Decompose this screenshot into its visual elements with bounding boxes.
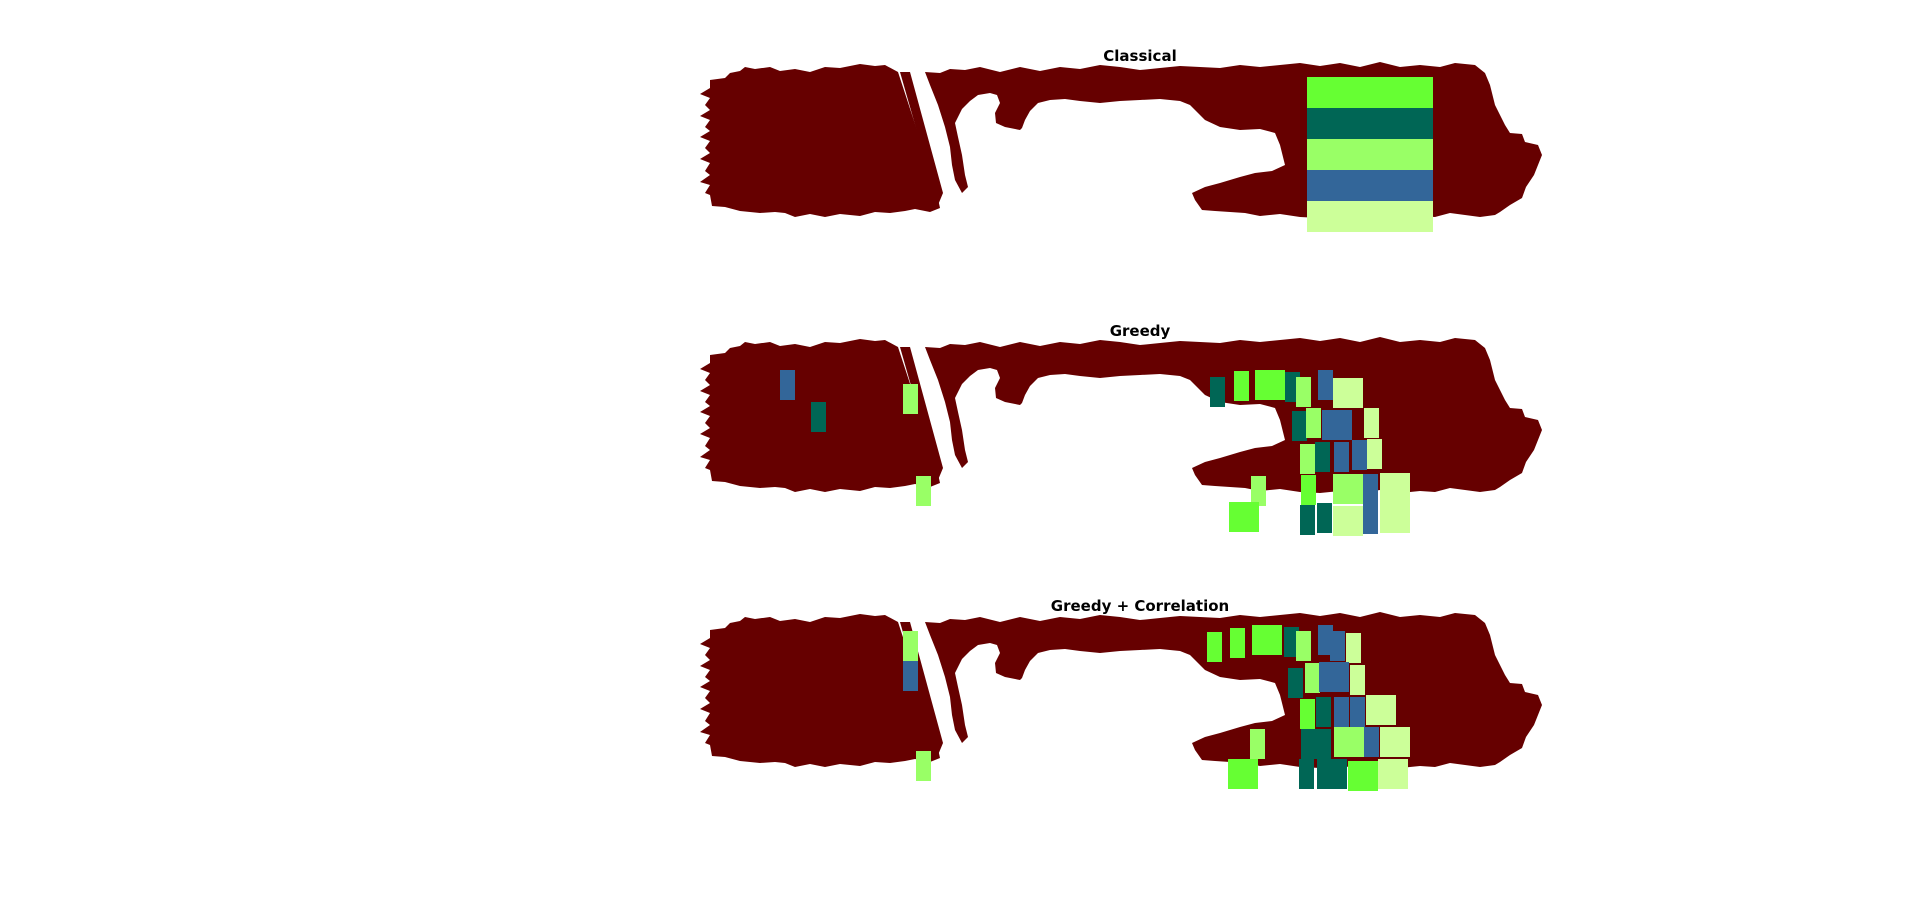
reservoir-field xyxy=(700,337,1542,493)
well-block-8 xyxy=(1296,377,1311,407)
well-block-13 xyxy=(1322,410,1352,440)
well-block-13 xyxy=(1319,662,1349,692)
panel-classical: Classical xyxy=(700,45,1580,285)
well-block-0 xyxy=(1307,77,1433,108)
panel-greedy: Greedy xyxy=(700,320,1580,560)
well-block-12 xyxy=(1306,408,1321,438)
well-block-18 xyxy=(1350,697,1365,727)
well-block-2 xyxy=(903,384,918,414)
well-block-15 xyxy=(1300,444,1315,474)
field-region-2 xyxy=(925,62,1542,218)
well-block-12 xyxy=(1305,663,1320,693)
well-block-27 xyxy=(1363,474,1378,504)
panel-title: Greedy xyxy=(1109,322,1171,340)
well-block-17 xyxy=(1334,697,1349,727)
well-placements xyxy=(903,625,1410,791)
well-block-18 xyxy=(1352,440,1367,470)
well-block-29 xyxy=(1380,473,1410,503)
well-block-5 xyxy=(1234,371,1249,401)
well-block-22 xyxy=(1301,729,1331,759)
well-block-4 xyxy=(1307,201,1433,232)
well-block-24 xyxy=(1317,503,1332,533)
well-block-6 xyxy=(1284,627,1299,657)
well-block-14 xyxy=(1364,408,1379,438)
well-block-16 xyxy=(1315,442,1330,472)
well-block-27 xyxy=(1380,727,1410,757)
well-block-14 xyxy=(1350,665,1365,695)
field-region-0 xyxy=(700,614,940,767)
well-block-9 xyxy=(1318,370,1333,400)
well-block-6 xyxy=(1255,370,1285,400)
well-block-3 xyxy=(916,476,931,506)
well-block-7 xyxy=(1296,631,1311,661)
well-block-29 xyxy=(1378,759,1408,789)
reservoir-map xyxy=(700,62,1542,232)
well-block-28 xyxy=(1348,761,1378,791)
well-block-26 xyxy=(1333,506,1363,536)
well-block-5 xyxy=(1252,625,1282,655)
well-block-2 xyxy=(916,751,931,781)
well-block-3 xyxy=(1207,632,1222,662)
well-block-20 xyxy=(1251,476,1266,506)
well-block-26 xyxy=(1364,727,1379,757)
well-block-19 xyxy=(1367,439,1382,469)
well-block-0 xyxy=(903,631,918,661)
well-block-11 xyxy=(1288,668,1303,698)
well-block-10 xyxy=(1333,378,1363,408)
well-block-2 xyxy=(1307,139,1433,170)
well-block-15 xyxy=(1300,699,1315,729)
well-block-1 xyxy=(1307,108,1433,139)
field-region-1 xyxy=(900,72,943,205)
well-block-8 xyxy=(1318,625,1333,655)
well-block-0 xyxy=(780,370,795,400)
well-block-25 xyxy=(1333,474,1363,504)
well-block-30 xyxy=(1380,503,1410,533)
well-block-21 xyxy=(1229,502,1259,532)
well-block-1 xyxy=(811,402,826,432)
well-block-11 xyxy=(1292,411,1307,441)
well-block-20 xyxy=(1250,729,1265,759)
field-region-0 xyxy=(700,64,940,217)
well-block-23 xyxy=(1299,759,1314,789)
reservoir-map xyxy=(700,337,1542,536)
field-region-2 xyxy=(925,337,1542,493)
well-block-25 xyxy=(1334,727,1364,757)
reservoir-map xyxy=(700,612,1542,791)
panel-title: Greedy + Correlation xyxy=(1050,597,1230,615)
well-block-4 xyxy=(1230,628,1245,658)
well-block-3 xyxy=(1307,170,1433,201)
well-block-10 xyxy=(1346,633,1361,663)
well-block-28 xyxy=(1363,504,1378,534)
well-placements xyxy=(1307,77,1433,232)
well-block-21 xyxy=(1228,759,1258,789)
well-block-19 xyxy=(1366,695,1396,725)
well-placements xyxy=(780,370,1410,536)
well-block-1 xyxy=(903,661,918,691)
well-block-16 xyxy=(1316,697,1331,727)
well-block-23 xyxy=(1300,505,1315,535)
well-block-17 xyxy=(1334,442,1349,472)
panel-title: Classical xyxy=(1103,47,1177,65)
well-block-9 xyxy=(1330,631,1345,661)
well-block-4 xyxy=(1210,377,1225,407)
field-region-1 xyxy=(900,347,943,480)
reservoir-field xyxy=(700,612,1542,768)
panel-greedy-correlation: Greedy + Correlation xyxy=(700,595,1580,835)
well-block-24 xyxy=(1317,759,1347,789)
well-block-22 xyxy=(1301,475,1316,505)
